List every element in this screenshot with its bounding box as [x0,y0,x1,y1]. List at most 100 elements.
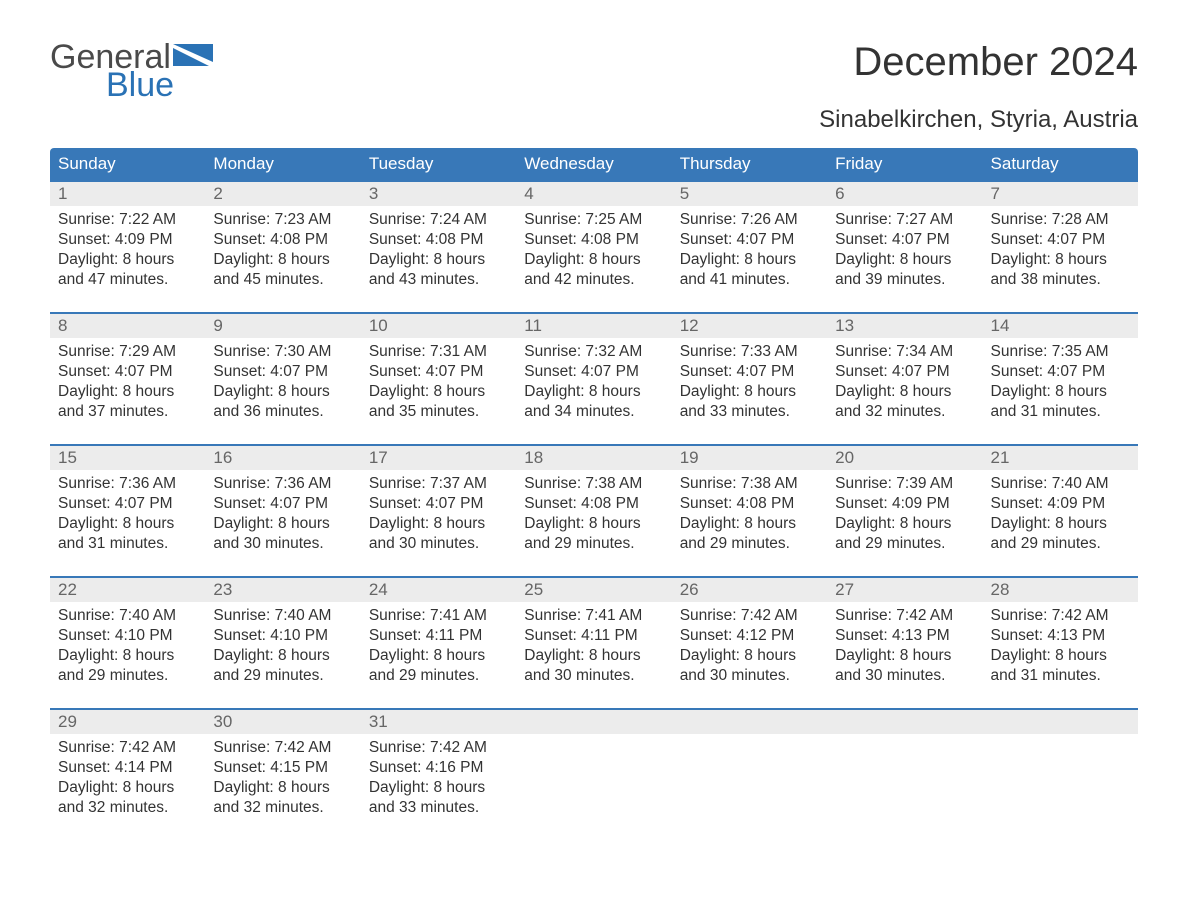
day-number: 3 [361,182,516,206]
calendar-day: 17Sunrise: 7:37 AMSunset: 4:07 PMDayligh… [361,446,516,566]
calendar-day: 29Sunrise: 7:42 AMSunset: 4:14 PMDayligh… [50,710,205,830]
day-details: Sunrise: 7:31 AMSunset: 4:07 PMDaylight:… [361,338,516,431]
sunrise-text: Sunrise: 7:40 AM [213,606,352,626]
calendar-week: 29Sunrise: 7:42 AMSunset: 4:14 PMDayligh… [50,708,1138,830]
day-number: 30 [205,710,360,734]
logo-flag-icon [173,44,213,68]
calendar-day: 27Sunrise: 7:42 AMSunset: 4:13 PMDayligh… [827,578,982,698]
day-number: 6 [827,182,982,206]
day-details: Sunrise: 7:42 AMSunset: 4:13 PMDaylight:… [827,602,982,695]
daylight-line1: Daylight: 8 hours [369,778,508,798]
sunset-text: Sunset: 4:09 PM [835,494,974,514]
day-number: 12 [672,314,827,338]
daylight-line2: and 30 minutes. [524,666,663,686]
sunrise-text: Sunrise: 7:38 AM [680,474,819,494]
day-number: 21 [983,446,1138,470]
day-number: 10 [361,314,516,338]
daylight-line1: Daylight: 8 hours [524,514,663,534]
day-details [983,734,1138,746]
day-details: Sunrise: 7:32 AMSunset: 4:07 PMDaylight:… [516,338,671,431]
weekday-label: Saturday [983,148,1138,180]
calendar-day: 10Sunrise: 7:31 AMSunset: 4:07 PMDayligh… [361,314,516,434]
calendar: Sunday Monday Tuesday Wednesday Thursday… [50,148,1138,830]
daylight-line2: and 41 minutes. [680,270,819,290]
weekday-header: Sunday Monday Tuesday Wednesday Thursday… [50,148,1138,180]
calendar-day [983,710,1138,830]
day-number: 1 [50,182,205,206]
sunset-text: Sunset: 4:16 PM [369,758,508,778]
sunrise-text: Sunrise: 7:27 AM [835,210,974,230]
daylight-line1: Daylight: 8 hours [369,646,508,666]
day-number: 23 [205,578,360,602]
daylight-line2: and 43 minutes. [369,270,508,290]
sunset-text: Sunset: 4:10 PM [213,626,352,646]
calendar-day: 5Sunrise: 7:26 AMSunset: 4:07 PMDaylight… [672,182,827,302]
daylight-line1: Daylight: 8 hours [991,646,1130,666]
sunset-text: Sunset: 4:11 PM [524,626,663,646]
day-number: 24 [361,578,516,602]
daylight-line1: Daylight: 8 hours [213,778,352,798]
sunrise-text: Sunrise: 7:25 AM [524,210,663,230]
daylight-line2: and 33 minutes. [369,798,508,818]
daylight-line2: and 34 minutes. [524,402,663,422]
calendar-day: 11Sunrise: 7:32 AMSunset: 4:07 PMDayligh… [516,314,671,434]
daylight-line1: Daylight: 8 hours [58,382,197,402]
daylight-line1: Daylight: 8 hours [524,646,663,666]
sunset-text: Sunset: 4:14 PM [58,758,197,778]
day-details: Sunrise: 7:42 AMSunset: 4:14 PMDaylight:… [50,734,205,827]
sunset-text: Sunset: 4:13 PM [835,626,974,646]
day-details: Sunrise: 7:22 AMSunset: 4:09 PMDaylight:… [50,206,205,299]
daylight-line2: and 38 minutes. [991,270,1130,290]
sunrise-text: Sunrise: 7:40 AM [991,474,1130,494]
day-details: Sunrise: 7:24 AMSunset: 4:08 PMDaylight:… [361,206,516,299]
day-number: 22 [50,578,205,602]
calendar-day: 14Sunrise: 7:35 AMSunset: 4:07 PMDayligh… [983,314,1138,434]
daylight-line1: Daylight: 8 hours [213,514,352,534]
day-details: Sunrise: 7:28 AMSunset: 4:07 PMDaylight:… [983,206,1138,299]
sunrise-text: Sunrise: 7:36 AM [213,474,352,494]
sunset-text: Sunset: 4:08 PM [524,494,663,514]
day-number: 18 [516,446,671,470]
sunset-text: Sunset: 4:07 PM [835,230,974,250]
calendar-day [827,710,982,830]
calendar-day: 9Sunrise: 7:30 AMSunset: 4:07 PMDaylight… [205,314,360,434]
day-details [516,734,671,746]
daylight-line1: Daylight: 8 hours [835,382,974,402]
day-details: Sunrise: 7:27 AMSunset: 4:07 PMDaylight:… [827,206,982,299]
daylight-line2: and 35 minutes. [369,402,508,422]
page-title: December 2024 [853,40,1138,85]
calendar-day: 12Sunrise: 7:33 AMSunset: 4:07 PMDayligh… [672,314,827,434]
daylight-line2: and 31 minutes. [991,666,1130,686]
daylight-line1: Daylight: 8 hours [991,382,1130,402]
sunset-text: Sunset: 4:10 PM [58,626,197,646]
sunset-text: Sunset: 4:07 PM [213,362,352,382]
daylight-line2: and 30 minutes. [835,666,974,686]
day-details: Sunrise: 7:35 AMSunset: 4:07 PMDaylight:… [983,338,1138,431]
sunset-text: Sunset: 4:07 PM [369,494,508,514]
daylight-line1: Daylight: 8 hours [58,250,197,270]
calendar-day: 30Sunrise: 7:42 AMSunset: 4:15 PMDayligh… [205,710,360,830]
day-details: Sunrise: 7:26 AMSunset: 4:07 PMDaylight:… [672,206,827,299]
sunrise-text: Sunrise: 7:40 AM [58,606,197,626]
daylight-line2: and 31 minutes. [58,534,197,554]
day-details: Sunrise: 7:39 AMSunset: 4:09 PMDaylight:… [827,470,982,563]
calendar-day: 18Sunrise: 7:38 AMSunset: 4:08 PMDayligh… [516,446,671,566]
daylight-line1: Daylight: 8 hours [213,382,352,402]
daylight-line1: Daylight: 8 hours [58,778,197,798]
sunset-text: Sunset: 4:08 PM [369,230,508,250]
daylight-line2: and 32 minutes. [213,798,352,818]
daylight-line1: Daylight: 8 hours [524,250,663,270]
weekday-label: Thursday [672,148,827,180]
sunrise-text: Sunrise: 7:30 AM [213,342,352,362]
calendar-day: 4Sunrise: 7:25 AMSunset: 4:08 PMDaylight… [516,182,671,302]
calendar-day [516,710,671,830]
sunset-text: Sunset: 4:15 PM [213,758,352,778]
daylight-line2: and 29 minutes. [835,534,974,554]
daylight-line1: Daylight: 8 hours [680,514,819,534]
sunset-text: Sunset: 4:08 PM [680,494,819,514]
calendar-day: 22Sunrise: 7:40 AMSunset: 4:10 PMDayligh… [50,578,205,698]
daylight-line2: and 45 minutes. [213,270,352,290]
daylight-line1: Daylight: 8 hours [213,250,352,270]
sunrise-text: Sunrise: 7:26 AM [680,210,819,230]
day-details: Sunrise: 7:42 AMSunset: 4:15 PMDaylight:… [205,734,360,827]
